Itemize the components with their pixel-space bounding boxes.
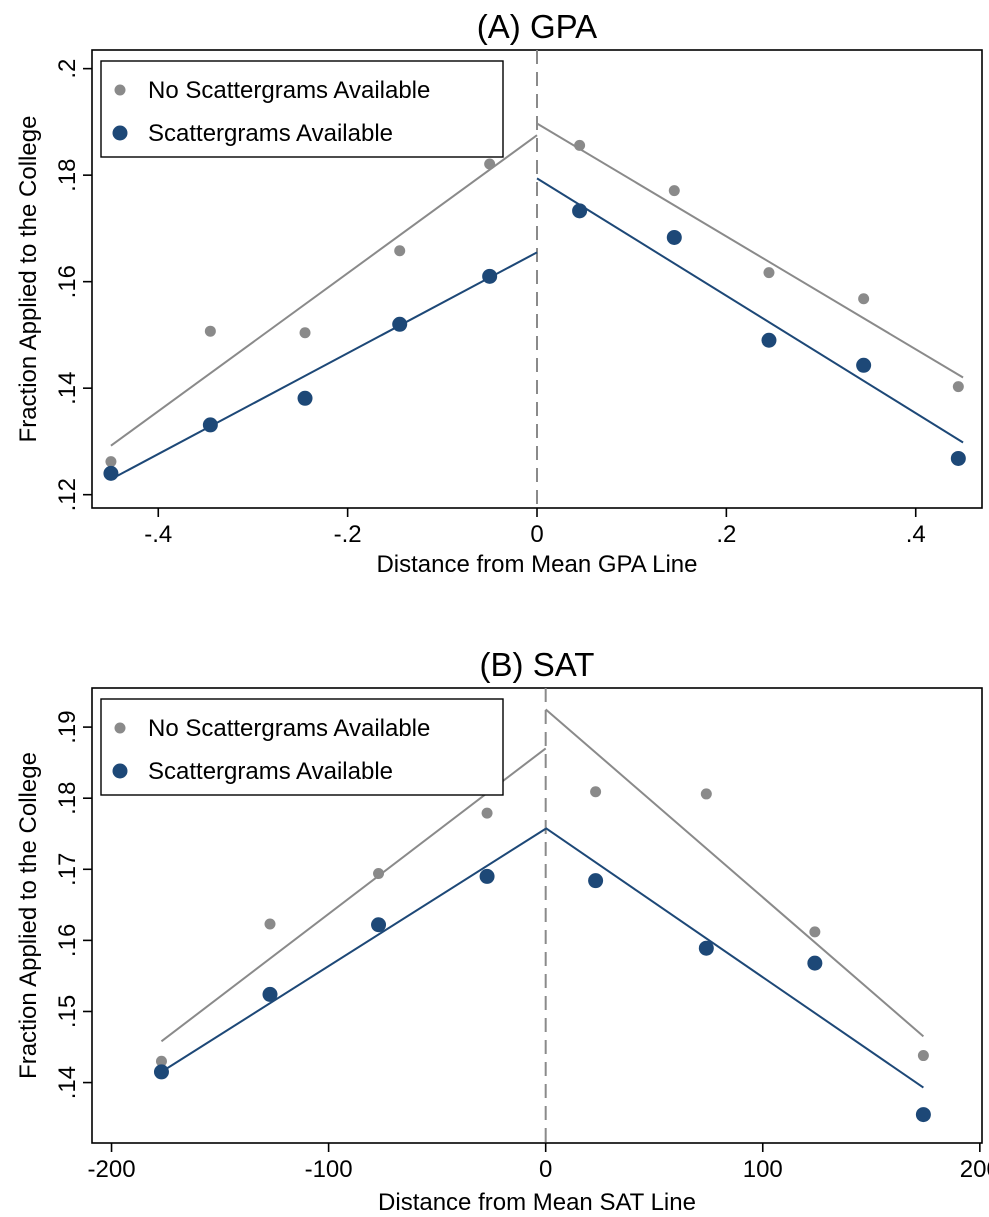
legend-label: No Scattergrams Available: [148, 715, 430, 742]
legend-label: No Scattergrams Available: [148, 77, 430, 104]
y-axis-label: Fraction Applied to the College: [15, 752, 42, 1079]
legend-marker: [112, 763, 128, 779]
chart-panel-1: (A) GPA -.4 -.2 0 .2 .4 .12 .14 .16 .18 .2 Distance…: [15, 8, 983, 578]
data-point-no-scattergrams: [394, 245, 406, 257]
y-tick-label: .18: [54, 782, 81, 815]
fit-line-no-scattergrams-left: [160, 747, 547, 1043]
fit-line-scattergrams-left: [160, 827, 547, 1073]
fit-line-no-scattergrams-left: [110, 134, 538, 447]
x-tick-label: 200: [960, 1156, 989, 1183]
data-point-no-scattergrams: [917, 1050, 929, 1062]
fit-line-no-scattergrams-right: [536, 122, 964, 379]
y-tick-label: .19: [54, 710, 81, 743]
data-point-no-scattergrams: [373, 868, 385, 880]
data-point-scattergrams: [698, 940, 714, 956]
data-point-scattergrams: [202, 417, 218, 433]
y-tick-label: .12: [54, 478, 81, 511]
chart-title: (B) SAT: [480, 646, 595, 683]
fit-line-scattergrams-right: [536, 177, 964, 444]
y-tick-label: .16: [54, 265, 81, 298]
y-tick-label: .15: [54, 995, 81, 1028]
x-tick-label: 0: [539, 1156, 552, 1183]
data-point-no-scattergrams: [155, 1055, 167, 1067]
data-point-scattergrams: [103, 465, 119, 481]
data-point-no-scattergrams: [481, 807, 493, 819]
y-tick-label: .17: [54, 853, 81, 886]
legend-label: Scattergrams Available: [148, 758, 393, 785]
data-point-scattergrams: [479, 868, 495, 884]
data-point-no-scattergrams: [952, 381, 964, 393]
x-tick-label: -.4: [144, 521, 172, 548]
data-point-scattergrams: [482, 268, 498, 284]
x-axis-label: Distance from Mean SAT Line: [378, 1189, 696, 1216]
data-point-no-scattergrams: [809, 926, 821, 938]
data-point-scattergrams: [950, 450, 966, 466]
legend: No Scattergrams Available Scattergrams Av…: [100, 698, 504, 796]
y-tick-label: .16: [54, 924, 81, 957]
legend-box: [100, 60, 504, 158]
fit-line-scattergrams-right: [545, 827, 924, 1089]
data-point-no-scattergrams: [105, 456, 117, 468]
y-tick-label: .18: [54, 158, 81, 191]
x-tick-label: 100: [743, 1156, 783, 1183]
fit-line-no-scattergrams-right: [545, 708, 925, 1038]
data-point-scattergrams: [371, 917, 387, 933]
y-tick-label: .14: [54, 371, 81, 404]
y-tick-label: .14: [54, 1066, 81, 1099]
data-point-no-scattergrams: [574, 139, 586, 151]
data-point-scattergrams: [915, 1107, 931, 1123]
data-point-scattergrams: [666, 229, 682, 245]
x-tick-label: .4: [906, 521, 926, 548]
fit-line-scattergrams-left: [110, 251, 538, 481]
data-point-scattergrams: [807, 955, 823, 971]
data-point-scattergrams: [392, 316, 408, 332]
chart-title: (A) GPA: [477, 8, 597, 45]
x-axis-label: Distance from Mean GPA Line: [376, 551, 697, 578]
legend-marker: [114, 84, 126, 96]
data-point-no-scattergrams: [858, 293, 870, 305]
legend-marker: [114, 722, 126, 734]
legend: No Scattergrams Available Scattergrams Av…: [100, 60, 504, 158]
data-point-scattergrams: [297, 390, 313, 406]
y-axis-label: Fraction Applied to the College: [15, 116, 42, 443]
legend-box: [100, 698, 504, 796]
x-tick-label: 0: [530, 521, 543, 548]
x-tick-label: -.2: [334, 521, 362, 548]
data-point-no-scattergrams: [668, 185, 680, 197]
legend-marker: [112, 125, 128, 141]
y-tick-label: .2: [54, 59, 81, 79]
chart-panel-2: (B) SAT -200 -100 0 100 200 .14 .15 .16 .17 .18 .19…: [15, 646, 989, 1216]
data-point-no-scattergrams: [590, 786, 602, 798]
plot-frame: [91, 687, 983, 1144]
data-point-scattergrams: [588, 873, 604, 889]
data-point-no-scattergrams: [204, 325, 216, 337]
legend-label: Scattergrams Available: [148, 120, 393, 147]
x-tick-label: -100: [305, 1156, 353, 1183]
x-tick-label: .2: [716, 521, 736, 548]
data-point-no-scattergrams: [763, 267, 775, 279]
data-point-no-scattergrams: [264, 918, 276, 930]
x-tick-label: -200: [88, 1156, 136, 1183]
data-point-scattergrams: [572, 203, 588, 219]
data-point-scattergrams: [761, 332, 777, 348]
data-point-scattergrams: [262, 986, 278, 1002]
data-point-scattergrams: [856, 357, 872, 373]
data-point-no-scattergrams: [484, 158, 496, 170]
data-point-no-scattergrams: [299, 327, 311, 339]
data-point-no-scattergrams: [700, 788, 712, 800]
data-point-scattergrams: [153, 1064, 169, 1080]
